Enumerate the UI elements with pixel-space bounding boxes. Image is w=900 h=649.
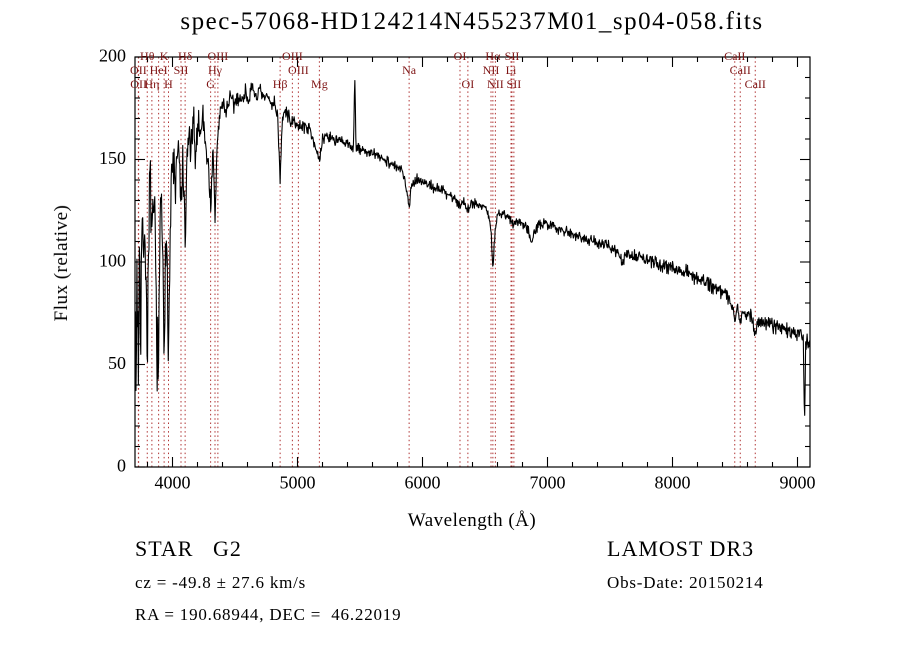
y-axis-label: Flux (relative) xyxy=(51,204,72,322)
x-axis-label: Wavelength (Å) xyxy=(407,510,537,531)
plot-title: spec-57068-HD124214N455237M01_sp04-058.f… xyxy=(180,8,764,35)
radial-velocity-value: cz = -49.8 ± 27.6 km/s xyxy=(135,573,307,592)
survey-release-label: LAMOST DR3 xyxy=(607,536,755,561)
coordinates-value: RA = 190.68944, DEC = 46.22019 xyxy=(135,605,402,624)
classification-label: STAR G2 xyxy=(135,536,242,561)
observation-date: Obs-Date: 20150214 xyxy=(607,573,764,592)
